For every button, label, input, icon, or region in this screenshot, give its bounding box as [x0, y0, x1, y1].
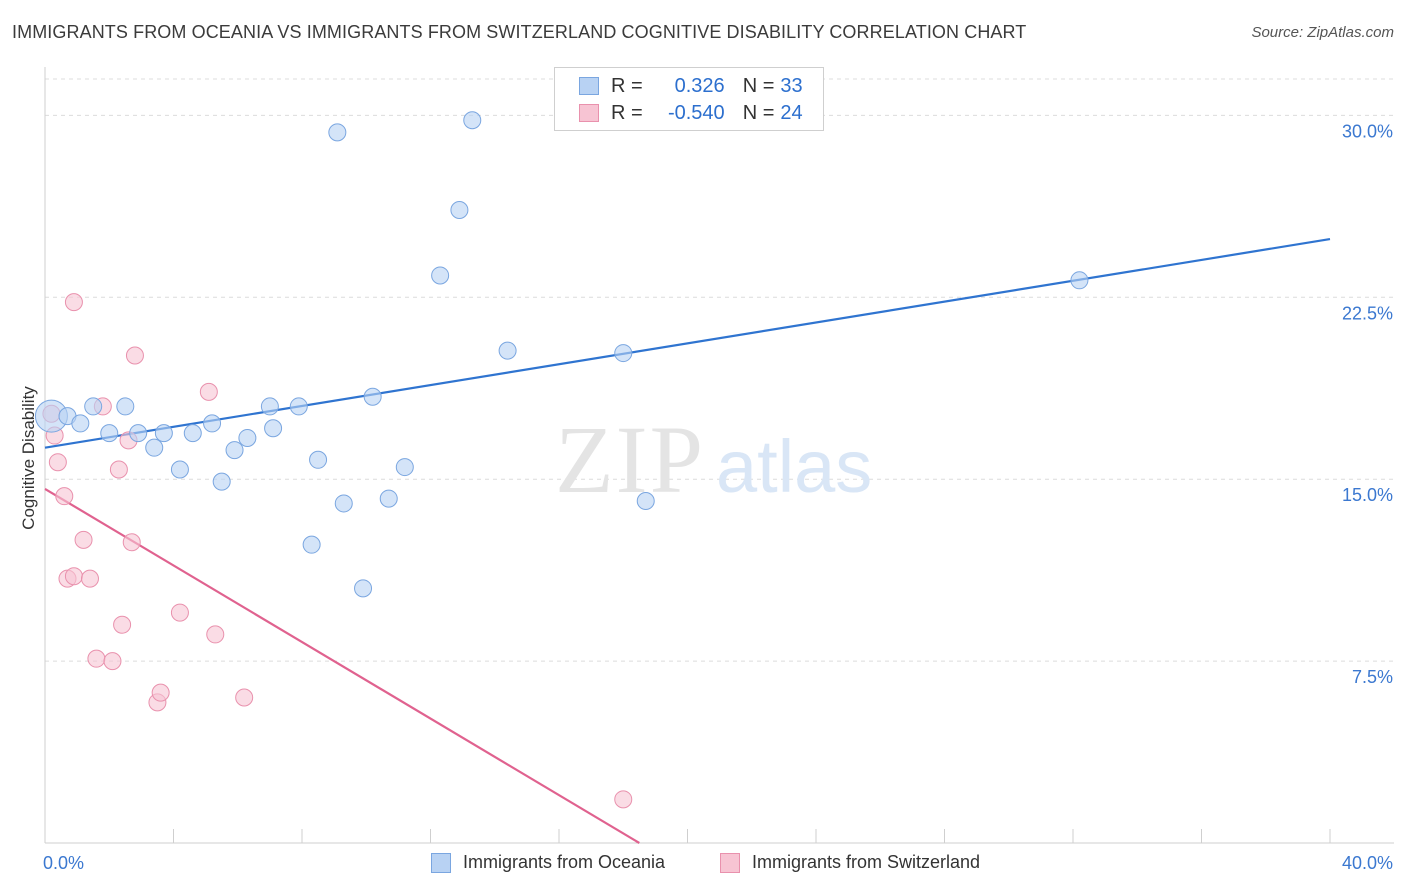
point-switzerland [199, 382, 218, 401]
x-tick-label: 0.0% [43, 853, 84, 873]
point-oceania [363, 387, 382, 406]
y-tick-label: 30.0% [1342, 121, 1393, 141]
point-oceania [636, 492, 655, 511]
point-oceania [289, 397, 308, 416]
watermark-zip: ZIP [555, 406, 705, 513]
points-oceania [34, 111, 1089, 598]
point-oceania [100, 424, 119, 443]
x-tick-label: 40.0% [1342, 853, 1393, 873]
gridlines [45, 78, 1394, 662]
watermark-atlas: atlas [716, 425, 872, 508]
point-oceania [395, 458, 414, 477]
point-oceania [431, 266, 450, 285]
point-oceania [328, 123, 347, 142]
legend-r-value: -0.540 [667, 101, 725, 124]
point-switzerland [80, 569, 99, 588]
chart-title: IMMIGRANTS FROM OCEANIA VS IMMIGRANTS FR… [12, 22, 1027, 42]
y-tick-labels: 7.5% 15.0% 22.5% 30.0% [1342, 121, 1393, 687]
point-switzerland [64, 293, 83, 312]
trend-line-switzerland [44, 487, 640, 844]
point-oceania [170, 460, 189, 479]
point-oceania [498, 341, 517, 360]
point-switzerland [614, 790, 633, 809]
point-oceania [450, 200, 469, 219]
point-oceania [309, 450, 328, 469]
points-switzerland [42, 293, 633, 809]
point-switzerland [125, 346, 144, 365]
legend-n-value: 33 [780, 74, 803, 97]
point-oceania [334, 494, 353, 513]
legend-r-label: R = [611, 101, 643, 124]
watermark: ZIP atlas [555, 406, 872, 513]
point-switzerland [103, 652, 122, 671]
legend-n-label: N = [742, 74, 775, 97]
point-oceania [129, 424, 148, 443]
source-label: Source: ZipAtlas.com [1251, 24, 1394, 41]
point-switzerland [55, 487, 74, 506]
point-switzerland [109, 460, 128, 479]
x-tick-labels: 0.0% 40.0% [43, 853, 1393, 873]
point-oceania [379, 489, 398, 508]
legend-label-oceania: Immigrants from Oceania [463, 852, 666, 872]
point-switzerland [87, 649, 106, 668]
legend-r-value: 0.326 [674, 74, 725, 97]
point-oceania [225, 441, 244, 460]
point-oceania [354, 579, 373, 598]
bottom-legend-switzerland[interactable]: Immigrants from Switzerland [720, 852, 980, 873]
point-oceania [264, 419, 283, 438]
legend-row-switzerland: R = -0.540 N = 24 [579, 100, 803, 126]
y-tick-label: 7.5% [1352, 667, 1393, 687]
legend-row-oceania: R = 0.326 N = 33 [579, 73, 803, 99]
legend-swatch-blue [579, 77, 599, 95]
point-oceania [203, 414, 222, 433]
axes [44, 67, 1394, 844]
y-axis-label: Cognitive Disability [19, 386, 38, 530]
legend-label-switzerland: Immigrants from Switzerland [752, 852, 981, 872]
point-switzerland [206, 625, 225, 644]
point-switzerland [64, 567, 83, 586]
point-oceania [614, 344, 633, 363]
y-tick-label: 15.0% [1342, 485, 1393, 505]
trend-lines [44, 237, 1331, 844]
point-oceania [238, 428, 257, 447]
trend-line-oceania [44, 237, 1331, 449]
point-switzerland [113, 615, 132, 634]
y-tick-label: 22.5% [1342, 303, 1393, 323]
point-oceania [154, 424, 173, 443]
point-switzerland [235, 688, 254, 707]
point-switzerland [170, 603, 189, 622]
legend-swatch-pink [720, 852, 740, 873]
point-switzerland [122, 533, 141, 552]
legend-swatch-blue [431, 852, 451, 873]
point-oceania [116, 397, 135, 416]
legend-swatch-pink [579, 104, 599, 122]
point-oceania [463, 111, 482, 130]
legend-r-label: R = [611, 74, 643, 97]
legend-n-value: 24 [780, 101, 803, 124]
point-oceania [302, 535, 321, 554]
point-switzerland [74, 530, 93, 549]
point-oceania [84, 397, 103, 416]
point-oceania [212, 472, 231, 491]
stats-legend: R = 0.326 N = 33 R = -0.540 N = 24 [554, 67, 824, 131]
legend-n-label: N = [742, 101, 775, 124]
point-oceania [145, 438, 164, 457]
point-switzerland [151, 683, 170, 702]
bottom-legend-oceania[interactable]: Immigrants from Oceania [431, 852, 665, 873]
point-oceania [1070, 271, 1089, 290]
point-switzerland [48, 453, 67, 472]
point-oceania [71, 414, 90, 433]
point-oceania [260, 397, 279, 416]
point-oceania [183, 424, 202, 443]
